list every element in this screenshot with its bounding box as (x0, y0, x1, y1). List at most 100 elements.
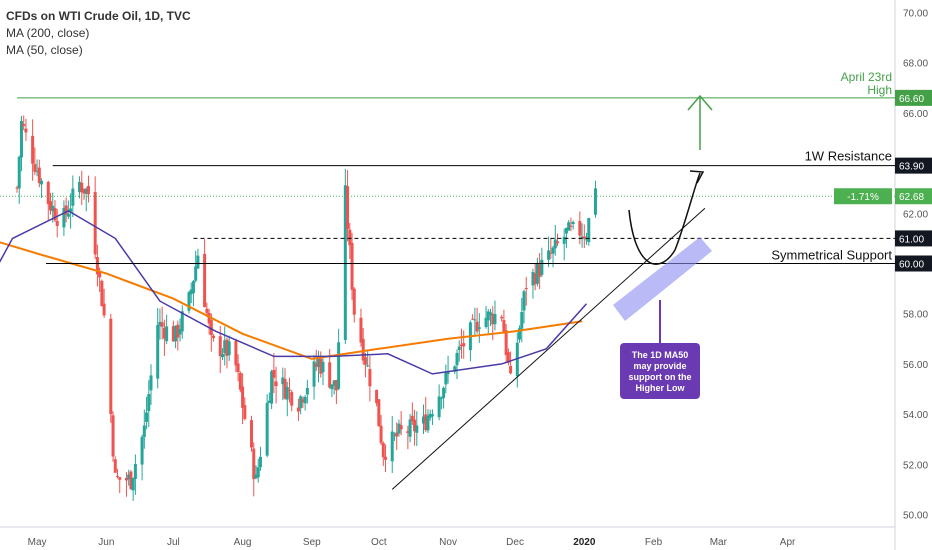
candle-body (234, 340, 238, 366)
candle-body (49, 201, 53, 211)
price-label: 66.60 (899, 94, 924, 105)
candle-body (368, 369, 372, 387)
callout-text: may provide (633, 361, 686, 371)
candle-body (406, 431, 410, 434)
y-tick-label: 62.00 (903, 209, 928, 220)
candle-body (567, 222, 571, 231)
candle-body (562, 236, 566, 244)
y-tick-label: 54.00 (903, 410, 928, 421)
candle-body (218, 336, 222, 357)
candle-body (319, 358, 323, 374)
candle-body (296, 407, 300, 412)
y-tick-label: 56.00 (903, 360, 928, 371)
x-tick-label: Mar (710, 537, 728, 548)
candle-body (457, 346, 461, 351)
candle-body (162, 327, 166, 339)
candle-body (493, 313, 497, 325)
candle-body (535, 262, 539, 284)
candle-body (256, 467, 260, 478)
y-tick-label: 66.00 (903, 109, 928, 120)
candle-body (455, 352, 459, 366)
candle-body (156, 325, 160, 379)
candle-body (556, 241, 560, 244)
projection-arrowhead (689, 170, 705, 184)
candle-body (343, 185, 347, 341)
candle-body (446, 371, 450, 375)
candle-body (486, 311, 490, 321)
candle-body (82, 188, 86, 194)
current-price-box (895, 188, 932, 205)
candle-body (109, 318, 113, 415)
ma200-line (0, 241, 583, 360)
trendline (391, 207, 706, 490)
candle-body (116, 475, 120, 477)
candle-body (194, 266, 198, 281)
candle-body (287, 389, 291, 391)
candle-body (571, 221, 575, 225)
candle-body (24, 128, 28, 133)
candle-body (593, 188, 597, 215)
candle-body (223, 340, 227, 353)
candle-body (62, 208, 66, 228)
candle-body (312, 361, 316, 387)
ma50-line (0, 209, 588, 375)
candle-body (207, 312, 211, 324)
candle-body (397, 423, 401, 434)
level-label-april: April 23rd (841, 70, 892, 84)
candle-body (31, 135, 35, 164)
candle-body (250, 420, 254, 448)
candle-body (64, 205, 68, 215)
candle-body (471, 318, 475, 320)
candle-body (127, 474, 131, 480)
candle-body (303, 396, 307, 404)
candle-body (171, 326, 175, 342)
candle-body (453, 366, 457, 372)
candle-body (346, 186, 350, 230)
candle-body (506, 352, 510, 363)
candle-body (55, 220, 59, 227)
candle-body (98, 271, 102, 278)
candle-body (381, 443, 385, 458)
candle-body (19, 120, 23, 158)
candle-body (285, 387, 289, 400)
candle-body (520, 312, 524, 329)
callout-text: The 1D MA50 (632, 350, 689, 360)
candle-body (209, 320, 213, 336)
x-tick-label: May (28, 537, 47, 548)
candle-body (334, 380, 338, 391)
candle-body (439, 398, 443, 400)
candle-body (569, 225, 573, 227)
candle-body (538, 264, 542, 277)
callout-text: support on the (629, 372, 692, 382)
candle-body (53, 208, 57, 221)
candle-body (95, 257, 99, 275)
candle-body (22, 124, 26, 127)
candle-body (84, 188, 88, 194)
candle-body (301, 399, 305, 403)
candle-body (205, 308, 209, 313)
candle-body (422, 416, 425, 424)
candle-body (564, 228, 568, 234)
candle-body (578, 221, 582, 236)
chart-title: CFDs on WTI Crude Oil, 1D, TVC (6, 9, 191, 23)
candle-body (158, 321, 162, 326)
price-label-box (895, 157, 932, 174)
candle-body (265, 402, 269, 456)
current-price-label: 62.68 (899, 192, 924, 203)
candle-body (252, 448, 256, 480)
candle-body (317, 358, 321, 368)
candle-body (384, 456, 388, 460)
candle-body (37, 167, 41, 184)
projection-curve (628, 172, 701, 265)
candle-body (113, 459, 117, 473)
candle-body (129, 471, 133, 489)
level-label-high: High (867, 83, 892, 97)
price-label-box (895, 89, 932, 106)
x-tick-label: 2020 (573, 537, 596, 548)
candle-body (585, 239, 589, 241)
candle-body (254, 474, 258, 479)
x-tick-label: Feb (645, 537, 663, 548)
candle-body (352, 288, 356, 315)
candle-body (78, 181, 82, 193)
